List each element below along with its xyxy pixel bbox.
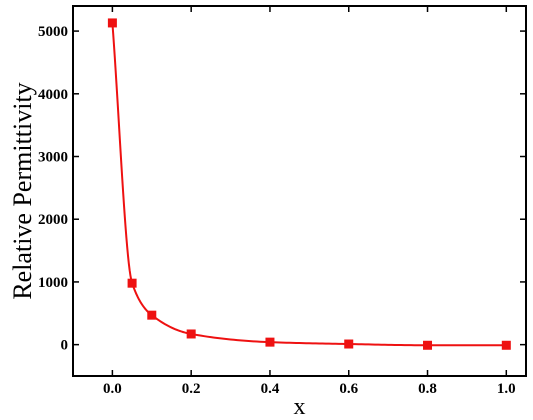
- y-tick-label: 4000: [38, 87, 68, 103]
- data-point: [344, 339, 354, 349]
- data-point: [265, 337, 275, 347]
- x-tick-label: 0.6: [339, 381, 358, 397]
- y-tick-label: 3000: [38, 150, 68, 166]
- y-tick-label: 1000: [38, 275, 68, 291]
- data-point: [423, 340, 433, 350]
- axis-ticks-layer: 0.0 0.2 0.4 0.6 0.8 1.0 0 1000 2000 3000 4000 5000: [38, 6, 526, 397]
- data-points-layer: [107, 18, 511, 350]
- y-tick-label: 0: [61, 338, 69, 354]
- x-tick-label: 0.0: [103, 381, 122, 397]
- data-point: [147, 310, 157, 320]
- data-point: [501, 340, 511, 350]
- data-point: [107, 18, 117, 28]
- y-tick-label: 2000: [38, 212, 68, 228]
- y-axis-title: Relative Permittivity: [8, 82, 37, 299]
- x-tick-label: 0.8: [418, 381, 437, 397]
- data-point: [186, 329, 196, 339]
- x-tick-label: 0.2: [182, 381, 201, 397]
- x-tick-label: 0.4: [261, 381, 280, 397]
- fit-line: [111, 22, 507, 347]
- fit-curve-layer: [111, 22, 507, 347]
- data-point: [127, 278, 137, 288]
- y-tick-label: 5000: [38, 24, 68, 40]
- plot-frame: [72, 5, 527, 377]
- x-axis-title: x: [294, 394, 306, 420]
- x-tick-label: 1.0: [497, 381, 516, 397]
